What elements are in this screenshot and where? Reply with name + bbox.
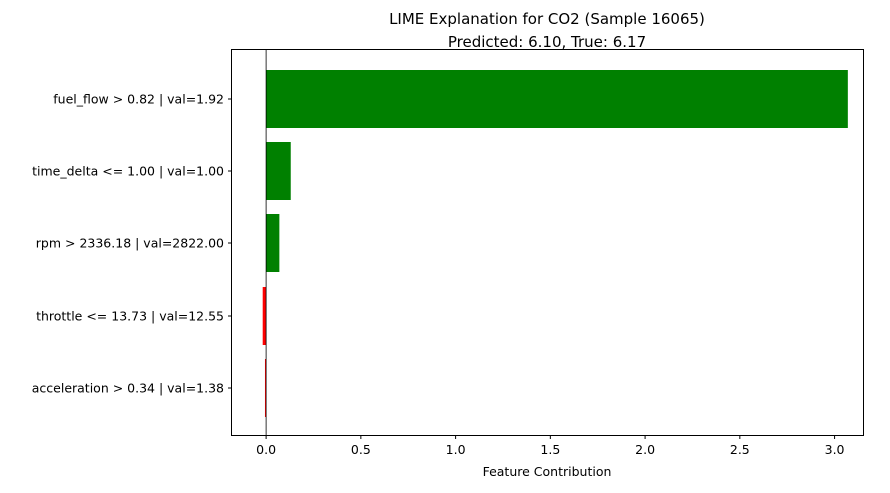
y-tick-label: fuel_flow > 0.82 | val=1.92 bbox=[53, 92, 224, 107]
bar bbox=[264, 359, 267, 417]
bar bbox=[262, 287, 267, 345]
y-tick-label: rpm > 2336.18 | val=2822.00 bbox=[36, 236, 224, 251]
y-tick-label: time_delta <= 1.00 | val=1.00 bbox=[32, 164, 224, 179]
x-tick-label: 0.0 bbox=[256, 442, 276, 457]
plot-area-frame bbox=[231, 49, 864, 436]
y-tick-label: acceleration > 0.34 | val=1.38 bbox=[32, 381, 224, 396]
bar bbox=[266, 70, 848, 128]
x-tick-label: 1.0 bbox=[446, 442, 466, 457]
chart-title-line2: Predicted: 6.10, True: 6.17 bbox=[448, 33, 646, 51]
bars-layer bbox=[262, 70, 848, 417]
x-tick-labels: 0.0 0.5 1.0 1.5 2.0 2.5 3.0 bbox=[256, 435, 845, 457]
x-tick-label: 3.0 bbox=[825, 442, 845, 457]
x-tick-label: 0.5 bbox=[351, 442, 371, 457]
x-axis-label: Feature Contribution bbox=[483, 464, 612, 479]
chart-title-line1: LIME Explanation for CO2 (Sample 16065) bbox=[389, 10, 705, 28]
bar bbox=[266, 214, 280, 272]
x-tick-label: 2.0 bbox=[635, 442, 655, 457]
y-tick-labels: fuel_flow > 0.82 | val=1.92 time_delta <=… bbox=[32, 92, 232, 396]
x-tick-label: 2.5 bbox=[730, 442, 750, 457]
y-tick-label: throttle <= 13.73 | val=12.55 bbox=[36, 309, 224, 324]
bar bbox=[266, 142, 291, 200]
x-tick-label: 1.5 bbox=[540, 442, 560, 457]
